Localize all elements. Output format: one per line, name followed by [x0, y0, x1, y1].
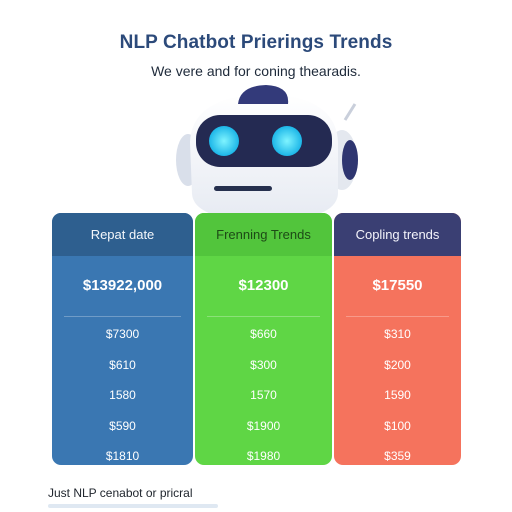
column-frenning-trends: Frenning Trends $12300 $660 $300 1570 $1… [195, 213, 332, 465]
column-header: Frenning Trends [195, 213, 332, 256]
column-row: $1980 [246, 449, 281, 463]
column-row: $100 [384, 418, 411, 433]
footer-faint-line [48, 504, 218, 508]
column-row: 1580 [109, 388, 136, 402]
divider [346, 316, 449, 317]
column-row: $610 [109, 357, 136, 372]
column-header: Copling trends [334, 213, 461, 256]
column-row: $7300 [105, 327, 140, 341]
column-copling-trends: Copling trends $17550 $310 $200 1590 $10… [334, 213, 461, 465]
footer-caption: Just NLP cenabot or pricral [48, 486, 193, 500]
column-row: 1570 [250, 388, 277, 402]
column-row: $590 [109, 418, 136, 433]
column-total: $12300 [238, 277, 289, 294]
column-header: Repat date [52, 213, 193, 256]
column-row: $1900 [246, 418, 281, 433]
robot-head-icon [176, 85, 358, 222]
column-row: $200 [384, 357, 411, 372]
divider [64, 316, 181, 317]
page-title: NLP Chatbot Prierings Trends [119, 32, 393, 53]
column-row: $310 [384, 327, 411, 341]
column-row: $660 [250, 327, 277, 341]
column-repeat-date: Repat date $13922,000 $7300 $610 1580 $5… [52, 213, 193, 465]
page-subtitle: We vere and for coning thearadis. [151, 63, 361, 79]
divider [207, 316, 320, 317]
column-row: $300 [250, 357, 277, 372]
column-total: $13922,000 [82, 277, 163, 294]
column-total: $17550 [372, 277, 423, 294]
column-row: $1810 [105, 449, 140, 463]
column-row: $359 [384, 449, 411, 463]
column-row: 1590 [384, 388, 411, 402]
